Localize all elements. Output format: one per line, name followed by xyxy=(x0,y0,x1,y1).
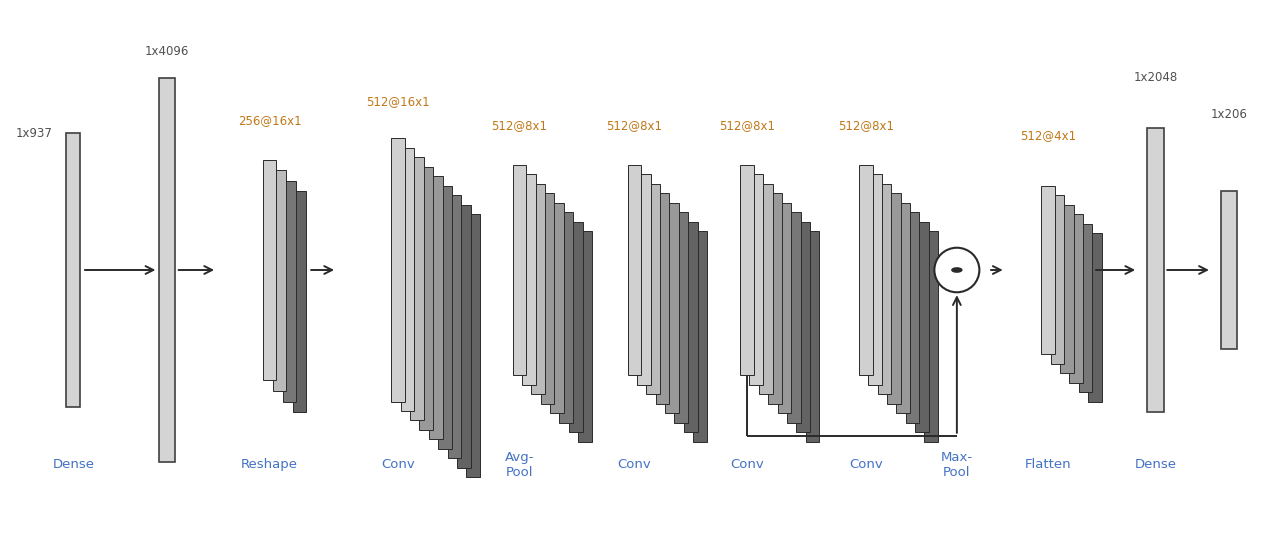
Text: Flatten: Flatten xyxy=(1025,458,1072,471)
Text: Max-
Pool: Max- Pool xyxy=(941,451,973,478)
Bar xyxy=(1050,195,1064,363)
Bar xyxy=(447,195,461,458)
Bar xyxy=(513,165,526,375)
Text: Reshape: Reshape xyxy=(241,458,298,471)
Ellipse shape xyxy=(935,248,979,292)
Bar xyxy=(578,231,592,442)
Bar xyxy=(159,78,175,462)
Bar xyxy=(740,165,754,375)
Bar xyxy=(796,221,810,432)
Bar xyxy=(419,167,433,430)
Text: Conv: Conv xyxy=(617,458,652,471)
Bar xyxy=(263,159,277,381)
Text: Conv: Conv xyxy=(730,458,763,471)
Bar xyxy=(878,184,892,394)
Bar xyxy=(1148,128,1163,412)
Text: 1x206: 1x206 xyxy=(1210,109,1247,122)
Text: 512@8x1: 512@8x1 xyxy=(838,119,894,132)
Text: Conv: Conv xyxy=(848,458,883,471)
Bar xyxy=(906,212,919,423)
Bar xyxy=(401,148,414,411)
Text: 512@8x1: 512@8x1 xyxy=(607,119,663,132)
Bar xyxy=(638,174,650,384)
Bar xyxy=(805,231,819,442)
Bar xyxy=(777,202,791,413)
Text: 256@16x1: 256@16x1 xyxy=(237,113,301,126)
Bar xyxy=(683,221,697,432)
Bar xyxy=(1088,233,1102,402)
Bar xyxy=(925,231,939,442)
Circle shape xyxy=(952,268,961,272)
Bar xyxy=(560,212,573,423)
Bar xyxy=(768,193,782,403)
Text: 512@8x1: 512@8x1 xyxy=(719,119,775,132)
Bar xyxy=(897,202,911,413)
Bar xyxy=(693,231,707,442)
Text: 512@8x1: 512@8x1 xyxy=(491,119,547,132)
Bar xyxy=(1069,214,1083,382)
Text: Dense: Dense xyxy=(52,458,94,471)
Bar xyxy=(1060,205,1073,373)
Bar xyxy=(457,205,471,468)
Bar xyxy=(1041,186,1055,354)
Bar xyxy=(541,193,555,403)
Bar xyxy=(410,158,424,421)
Bar xyxy=(674,212,688,423)
Bar xyxy=(550,202,564,413)
Bar xyxy=(646,184,660,394)
Bar xyxy=(531,184,545,394)
Text: 1x2048: 1x2048 xyxy=(1133,71,1177,84)
Bar xyxy=(466,214,480,477)
Bar xyxy=(869,174,881,384)
Bar xyxy=(758,184,772,394)
Bar xyxy=(914,221,928,432)
Text: 1x937: 1x937 xyxy=(15,127,52,140)
Bar xyxy=(665,202,678,413)
Bar xyxy=(655,193,669,403)
Bar xyxy=(569,221,583,432)
Bar xyxy=(787,212,800,423)
Bar xyxy=(859,165,872,375)
Bar xyxy=(292,191,306,412)
Bar xyxy=(438,186,452,449)
Text: 512@4x1: 512@4x1 xyxy=(1020,130,1076,143)
Bar xyxy=(391,138,405,402)
Text: Avg-
Pool: Avg- Pool xyxy=(504,451,535,478)
Text: Dense: Dense xyxy=(1134,458,1176,471)
Bar xyxy=(66,133,80,407)
Bar xyxy=(627,165,641,375)
Bar xyxy=(522,174,536,384)
Text: 1x4096: 1x4096 xyxy=(145,45,189,58)
Text: 512@16x1: 512@16x1 xyxy=(367,95,431,108)
Bar xyxy=(749,174,763,384)
Bar xyxy=(886,193,900,403)
Bar xyxy=(429,177,443,440)
Text: Conv: Conv xyxy=(381,458,415,471)
Bar xyxy=(283,180,296,402)
Bar xyxy=(1078,224,1092,392)
Bar xyxy=(273,170,286,391)
Bar xyxy=(1222,191,1237,349)
